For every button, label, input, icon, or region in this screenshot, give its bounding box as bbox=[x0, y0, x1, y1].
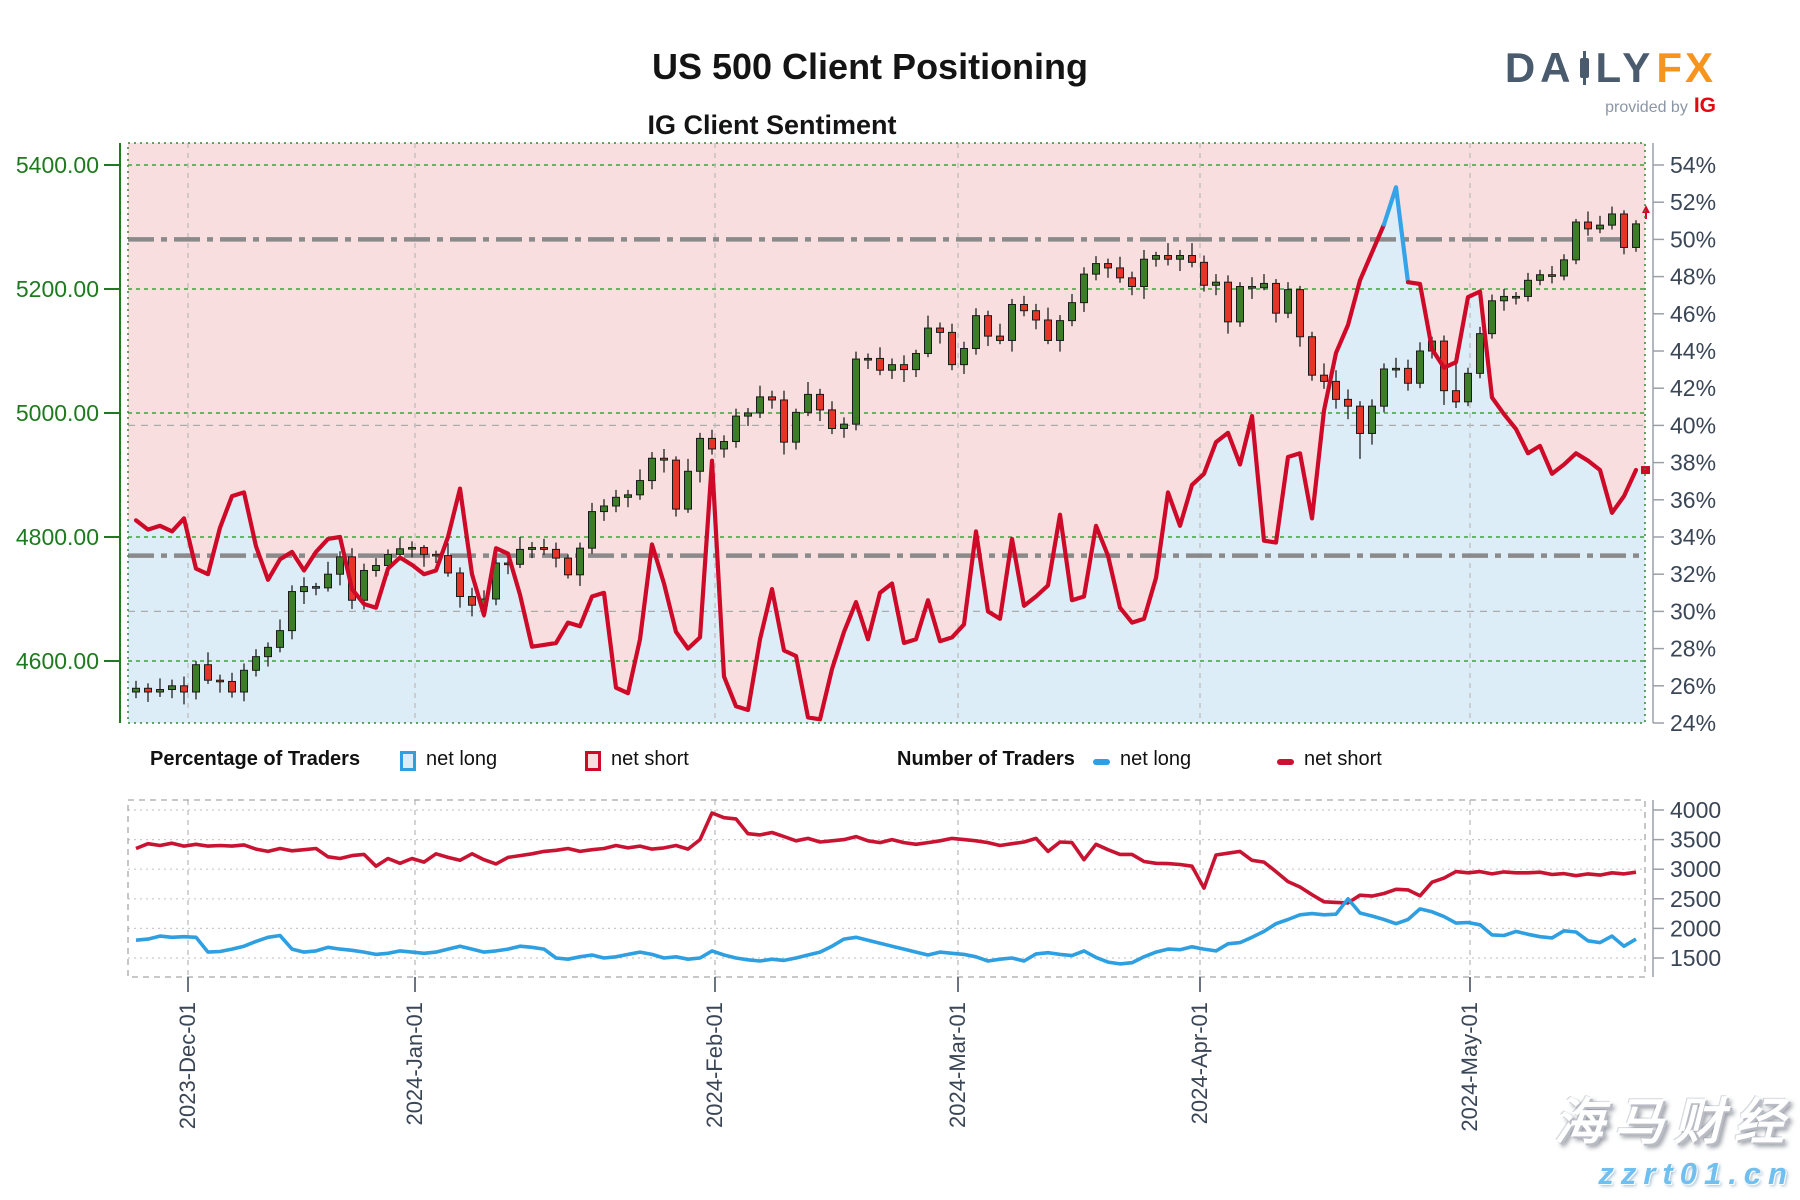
gridlines bbox=[128, 143, 1645, 977]
svg-text:30%: 30% bbox=[1670, 598, 1716, 624]
net-short-count-line bbox=[135, 811, 1637, 905]
date-tick-label: 2024-Apr-01 bbox=[1187, 1002, 1212, 1124]
chart-legend: Percentage of Traders net long net short… bbox=[0, 748, 1800, 790]
logo-text-fx: FX bbox=[1656, 44, 1716, 91]
svg-text:40%: 40% bbox=[1670, 412, 1716, 438]
traders-count-chart: 4000 3500 3000 2500 2000 1500 bbox=[127, 797, 1721, 978]
svg-text:32%: 32% bbox=[1670, 561, 1716, 587]
legend-pct-group-label: Percentage of Traders bbox=[150, 748, 361, 770]
date-tick-label: 2024-Mar-01 bbox=[945, 1002, 970, 1128]
svg-text:54%: 54% bbox=[1670, 152, 1716, 178]
legend-count-net-long-label: net long bbox=[1120, 748, 1192, 770]
svg-text:34%: 34% bbox=[1670, 524, 1716, 550]
date-tick-label: 2023-Dec-01 bbox=[175, 1002, 200, 1129]
logo-text-da: DA bbox=[1504, 44, 1576, 91]
svg-text:5200.00: 5200.00 bbox=[16, 276, 99, 302]
date-tick-label: 2024-May-01 bbox=[1457, 1002, 1482, 1132]
svg-text:1500: 1500 bbox=[1670, 945, 1721, 971]
svg-text:42%: 42% bbox=[1670, 375, 1716, 401]
background-areas bbox=[128, 143, 1645, 724]
svg-text:5400.00: 5400.00 bbox=[16, 152, 99, 178]
svg-text:3500: 3500 bbox=[1670, 827, 1721, 853]
legend-count-group-label: Number of Traders bbox=[897, 748, 1075, 770]
pct-net-long-swatch-icon bbox=[400, 751, 416, 771]
logo-text-ly: LY bbox=[1595, 44, 1656, 91]
net-long-count-line bbox=[135, 896, 1637, 966]
logo-candlestick-icon bbox=[1578, 51, 1591, 85]
svg-text:28%: 28% bbox=[1670, 636, 1716, 662]
svg-text:48%: 48% bbox=[1670, 264, 1716, 290]
svg-text:44%: 44% bbox=[1670, 338, 1716, 364]
pct-net-short-swatch-icon bbox=[585, 751, 601, 771]
date-tick-label: 2024-Feb-01 bbox=[702, 1002, 727, 1128]
svg-text:3000: 3000 bbox=[1670, 856, 1721, 882]
svg-text:50%: 50% bbox=[1670, 226, 1716, 252]
svg-text:2000: 2000 bbox=[1670, 915, 1721, 941]
svg-text:24%: 24% bbox=[1670, 710, 1716, 736]
legend-pct-net-long-label: net long bbox=[426, 748, 498, 770]
svg-text:4600.00: 4600.00 bbox=[16, 648, 99, 674]
svg-text:46%: 46% bbox=[1670, 301, 1716, 327]
count-net-long-dash-icon bbox=[1093, 759, 1110, 765]
ig-logo: IG bbox=[1693, 94, 1716, 117]
sentiment-line bbox=[133, 185, 1650, 722]
date-tick-label: 2024-Jan-01 bbox=[402, 1002, 427, 1126]
date-axis: 2023-Dec-01 2024-Jan-01 2024-Feb-01 2024-Ma… bbox=[175, 977, 1482, 1132]
page-title: US 500 Client Positioning bbox=[651, 46, 1089, 87]
svg-text:36%: 36% bbox=[1670, 487, 1716, 513]
chart-subtitle: IG Client Sentiment bbox=[647, 110, 897, 140]
logo-provided-by: provided by IG bbox=[1605, 94, 1716, 117]
svg-text:26%: 26% bbox=[1670, 673, 1716, 699]
count-net-short-dash-icon bbox=[1277, 759, 1294, 765]
svg-text:52%: 52% bbox=[1670, 189, 1716, 215]
legend-count-net-short-label: net short bbox=[1304, 748, 1382, 770]
legend-pct-net-short-label: net short bbox=[611, 748, 689, 770]
svg-text:4800.00: 4800.00 bbox=[16, 524, 99, 550]
dailyfx-logo: DA LY FX provided by IG bbox=[1484, 44, 1716, 118]
axes: 5400.00 5200.00 5000.00 4800.00 4600.00 54% 52… bbox=[16, 142, 1716, 736]
svg-text:38%: 38% bbox=[1670, 450, 1716, 476]
svg-text:5000.00: 5000.00 bbox=[16, 400, 99, 426]
svg-text:4000: 4000 bbox=[1670, 797, 1721, 823]
svg-text:2500: 2500 bbox=[1670, 886, 1721, 912]
